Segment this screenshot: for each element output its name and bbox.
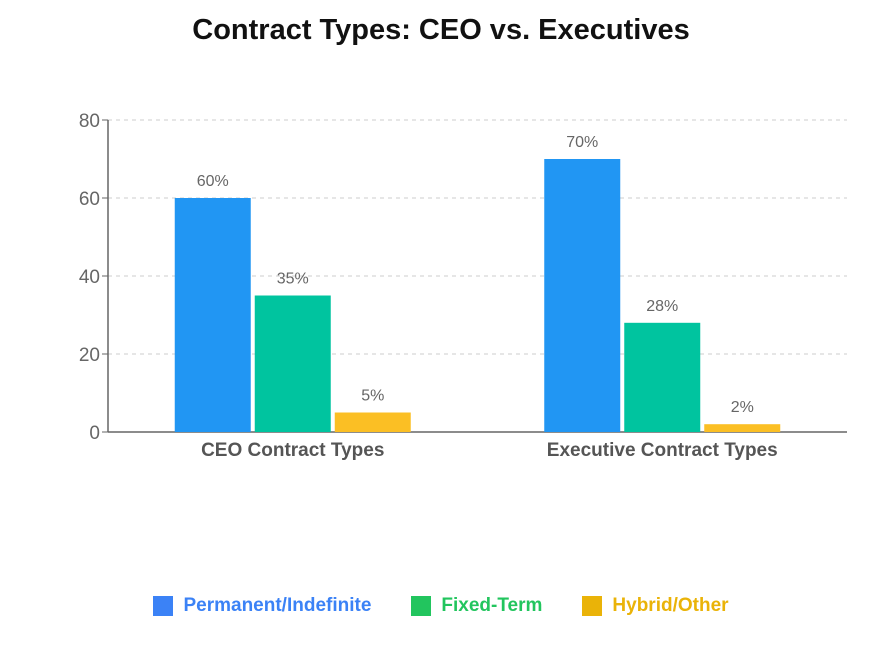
bar[interactable] — [544, 159, 621, 432]
y-tick-label: 40 — [79, 267, 100, 288]
legend-swatch-permanent — [153, 596, 174, 616]
bar[interactable] — [174, 198, 251, 432]
legend-label-permanent: Permanent/Indefinite — [183, 595, 372, 616]
x-tick-label: CEO Contract Types — [201, 440, 384, 461]
legend-swatch-fixed-term — [411, 596, 432, 616]
legend-label-fixed-term: Fixed-Term — [441, 595, 543, 616]
bar[interactable] — [704, 424, 781, 432]
legend-item-fixed-term[interactable]: Fixed-Term — [411, 595, 542, 617]
data-label: 28% — [646, 298, 678, 315]
bar[interactable] — [334, 412, 411, 433]
data-label: 5% — [361, 388, 384, 405]
y-tick-label: 20 — [79, 345, 100, 366]
data-label: 60% — [197, 173, 229, 190]
y-tick-label: 80 — [79, 111, 100, 132]
legend: Permanent/Indefinite Fixed-Term Hybrid/O… — [0, 595, 882, 617]
x-tick-label: Executive Contract Types — [547, 440, 778, 461]
legend-item-hybrid[interactable]: Hybrid/Other — [582, 595, 729, 617]
data-label: 70% — [566, 134, 598, 151]
legend-item-permanent[interactable]: Permanent/Indefinite — [153, 595, 371, 617]
chart-title: Contract Types: CEO vs. Executives — [192, 14, 690, 46]
data-label: 2% — [731, 399, 754, 416]
data-label: 35% — [277, 271, 309, 288]
bar[interactable] — [254, 295, 331, 433]
legend-label-hybrid: Hybrid/Other — [612, 595, 729, 616]
legend-swatch-hybrid — [582, 596, 603, 616]
y-tick-label: 0 — [89, 423, 100, 444]
bar[interactable] — [624, 322, 701, 432]
y-tick-label: 60 — [79, 189, 100, 210]
